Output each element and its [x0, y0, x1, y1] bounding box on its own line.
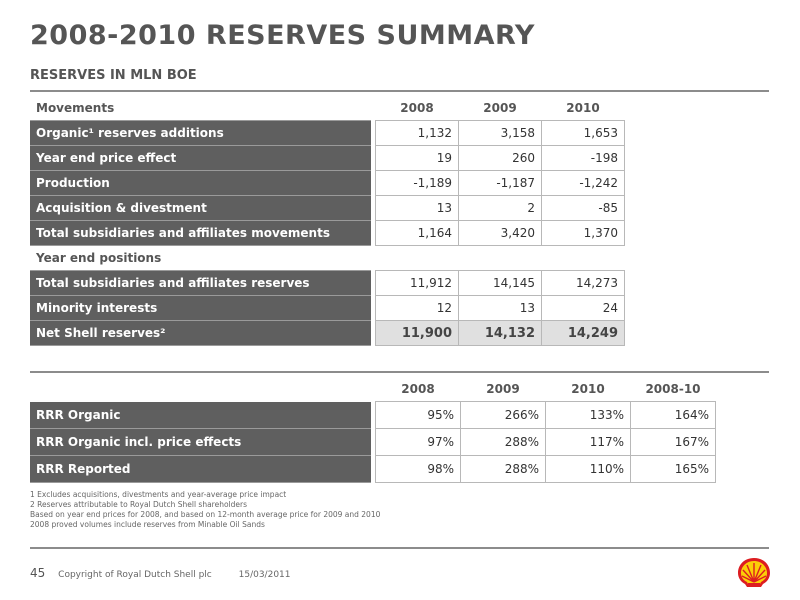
footnote: 1 Excludes acquisitions, divestments and… [30, 490, 287, 499]
table-row: Year end price effect 19 260 -198 [30, 145, 625, 171]
table-row: Organic¹ reserves additions 1,132 3,158 … [30, 120, 625, 146]
table-header-row: 2008 2009 2010 2008-10 [30, 377, 716, 402]
cell-value: 110% [545, 454, 631, 483]
cell-value: 167% [630, 427, 716, 456]
cell-value: 11,912 [375, 270, 459, 296]
cell-value: 1,164 [375, 220, 459, 246]
table-row: RRR Organic incl. price effects 97% 288%… [30, 427, 716, 456]
copyright-text: Copyright of Royal Dutch Shell plc [58, 570, 212, 580]
table-row: Acquisition & divestment 13 2 -85 [30, 195, 625, 221]
cell-value: 133% [545, 401, 631, 429]
rrr-table: 2008 2009 2010 2008-10 RRR Organic 95% 2… [30, 377, 716, 483]
page-title: 2008-2010 RESERVES SUMMARY [30, 20, 535, 51]
row-label: RRR Organic incl. price effects [30, 428, 371, 456]
row-label: Total subsidiaries and affiliates moveme… [30, 220, 371, 246]
footnote: 2 Reserves attributable to Royal Dutch S… [30, 500, 248, 509]
row-label: Net Shell reserves² [30, 320, 371, 346]
shell-logo-icon [736, 556, 772, 594]
cell-value: 1,132 [375, 120, 459, 146]
cell-value: 12 [375, 295, 459, 321]
divider-top [30, 90, 769, 92]
cell-value: 1,653 [541, 120, 625, 146]
cell-value: 14,273 [541, 270, 625, 296]
table-row: RRR Organic 95% 266% 133% 164% [30, 401, 716, 429]
footnotes: 1 Excludes acquisitions, divestments and… [30, 490, 380, 530]
footer-date: 15/03/2011 [238, 570, 291, 580]
cell-value: 14,132 [458, 320, 542, 346]
cell-value: 288% [460, 454, 546, 483]
cell-value: 97% [375, 427, 461, 456]
cell-value: -85 [541, 195, 625, 221]
row-label: Organic¹ reserves additions [30, 120, 371, 146]
cell-value: 1,370 [541, 220, 625, 246]
cell-value: -1,189 [375, 170, 459, 196]
header-label: Movements [30, 96, 371, 121]
cell-value: -1,242 [541, 170, 625, 196]
cell-value: 3,420 [458, 220, 542, 246]
reserves-movements-table: Movements 2008 2009 2010 Organic¹ reserv… [30, 96, 625, 346]
header-year: 2010 [571, 382, 605, 396]
cell-value: 13 [375, 195, 459, 221]
cell-value: 266% [460, 401, 546, 429]
cell-value: -198 [541, 145, 625, 171]
table-row: Minority interests 12 13 24 [30, 295, 625, 321]
cell-value: 165% [630, 454, 716, 483]
header-year: 2008-10 [645, 382, 701, 396]
cell-value: 14,145 [458, 270, 542, 296]
footer: 45 Copyright of Royal Dutch Shell plc 15… [30, 566, 291, 580]
cell-value: 13 [458, 295, 542, 321]
divider-bottom [30, 547, 769, 549]
row-label: Production [30, 170, 371, 196]
total-row: Net Shell reserves² 11,900 14,132 14,249 [30, 320, 625, 346]
row-label: Year end price effect [30, 145, 371, 171]
row-label: RRR Reported [30, 455, 371, 483]
table-row: RRR Reported 98% 288% 110% 165% [30, 454, 716, 483]
footnote: 2008 proved volumes include reserves fro… [30, 520, 265, 529]
cell-value: 14,249 [541, 320, 625, 346]
header-year: 2010 [566, 101, 600, 115]
cell-value: 117% [545, 427, 631, 456]
cell-value: 11,900 [375, 320, 459, 346]
cell-value: -1,187 [458, 170, 542, 196]
footnote: Based on year end prices for 2008, and b… [30, 510, 381, 519]
table-header-row: Movements 2008 2009 2010 [30, 96, 625, 121]
row-label: Total subsidiaries and affiliates reserv… [30, 270, 371, 296]
cell-value: 2 [458, 195, 542, 221]
cell-value: 288% [460, 427, 546, 456]
row-label: Acquisition & divestment [30, 195, 371, 221]
table-row: Total subsidiaries and affiliates moveme… [30, 220, 625, 246]
divider-middle [30, 371, 769, 373]
cell-value: 260 [458, 145, 542, 171]
cell-value: 164% [630, 401, 716, 429]
cell-value: 98% [375, 454, 461, 483]
row-label: Minority interests [30, 295, 371, 321]
header-year: 2008 [401, 382, 435, 396]
section-header-row: Year end positions [30, 245, 625, 271]
table-row: Total subsidiaries and affiliates reserv… [30, 270, 625, 296]
cell-value: 3,158 [458, 120, 542, 146]
row-label: RRR Organic [30, 401, 371, 429]
page-subtitle: RESERVES IN MLN BOE [30, 68, 197, 83]
header-year: 2009 [483, 101, 517, 115]
header-year: 2008 [400, 101, 434, 115]
cell-value: 24 [541, 295, 625, 321]
cell-value: 19 [375, 145, 459, 171]
cell-value: 95% [375, 401, 461, 429]
section-label: Year end positions [30, 245, 371, 271]
table-row: Production -1,189 -1,187 -1,242 [30, 170, 625, 196]
header-year: 2009 [486, 382, 520, 396]
page-number: 45 [30, 566, 46, 580]
